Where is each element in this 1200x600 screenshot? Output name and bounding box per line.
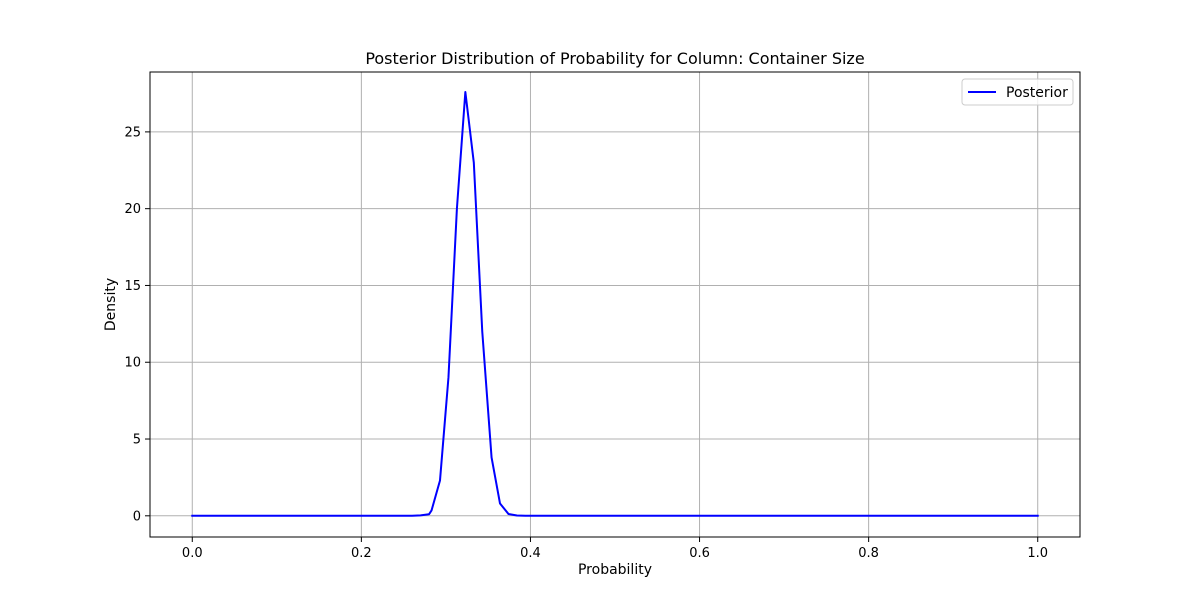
y-axis-label: Density [103, 278, 119, 331]
chart-title: Posterior Distribution of Probability fo… [365, 49, 864, 68]
y-tick-label: 15 [124, 279, 141, 294]
y-tick-label: 0 [133, 509, 141, 524]
y-tick-label: 20 [124, 202, 141, 217]
y-tick-label: 5 [133, 433, 141, 448]
y-tick-label: 25 [124, 125, 141, 140]
x-axis-label: Probability [578, 562, 652, 578]
plot-frame [149, 71, 1081, 538]
x-tick-label: 0.8 [858, 546, 879, 561]
x-tick-label: 0.6 [689, 546, 710, 561]
legend: Posterior [961, 78, 1074, 106]
y-tick-label: 10 [124, 356, 141, 371]
series-line-posterior [191, 90, 1039, 517]
x-tick-label: 1.0 [1027, 546, 1048, 561]
legend-label-posterior: Posterior [1006, 85, 1068, 101]
x-tick-label: 0.2 [351, 546, 372, 561]
plot-series [191, 90, 1039, 517]
legend-box [961, 78, 1074, 106]
x-tick-label: 0.0 [182, 546, 203, 561]
axis-ticks: 0.0 0.2 0.4 0.6 0.8 1.0 0 5 10 15 20 25 [124, 125, 1048, 561]
x-tick-label: 0.4 [520, 546, 541, 561]
